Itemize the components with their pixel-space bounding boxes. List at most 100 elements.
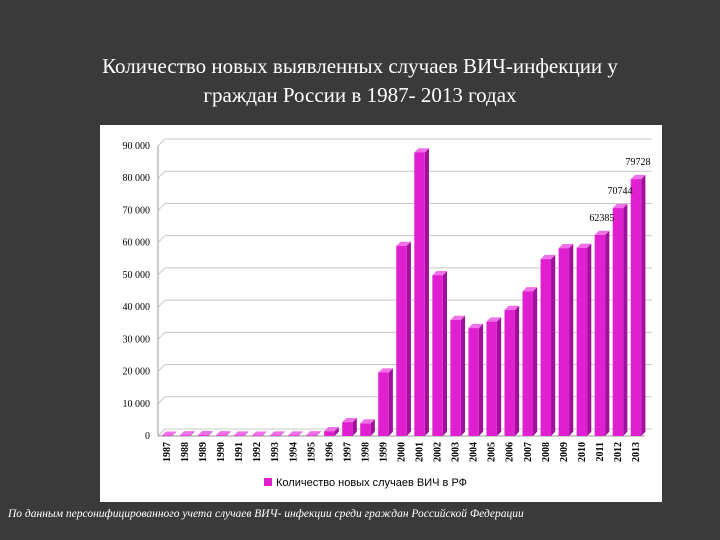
bar [432,275,443,436]
gridline-side [157,364,166,372]
x-tick-label: 1991 [234,442,245,462]
x-tick-label: 1999 [378,442,389,462]
bar [558,248,570,436]
bar-top [270,431,285,436]
y-tick-label: 0 [145,431,150,442]
bar-side [605,230,610,436]
bar-top [179,431,195,436]
bar [288,435,299,437]
gridline-side [157,396,166,405]
x-tick-label: 1994 [288,442,299,462]
bar [197,435,209,436]
bar-top [306,431,321,436]
bar [450,320,461,436]
bar-top [594,230,610,235]
bar-side [262,431,267,436]
x-tick-label: 2002 [433,442,444,462]
x-tick-label: 2013 [631,442,642,462]
bar-top [540,254,556,260]
bar [378,372,389,436]
bar [233,435,245,437]
bar [522,291,533,436]
x-tick-label: 1993 [270,442,281,462]
gridline-side [157,235,166,244]
bar [215,435,227,436]
x-tick-label: 2011 [595,442,606,461]
bar-top [558,243,574,249]
bar-top [197,430,213,436]
bar [360,423,371,436]
bar-side [478,323,484,436]
gridline-side [157,428,166,437]
bar-side [442,271,448,436]
source-footnote: По данным персонифицированного учета слу… [8,508,524,520]
x-tick-label: 2001 [415,442,426,462]
bar-top [288,431,303,436]
x-tick-label: 2012 [613,442,624,462]
y-tick-label: 70 000 [123,205,151,216]
gridline-side [157,267,166,276]
bar-side [190,431,195,436]
bar-side [623,203,628,436]
bar-top [468,323,484,329]
gridline-side [157,299,166,308]
y-tick-label: 90 000 [123,141,151,152]
bar [270,435,281,437]
bar [396,245,407,436]
bar-top [486,317,502,322]
x-tick-label: 2003 [451,442,462,462]
bar-side [424,148,429,436]
bar-side [641,174,646,436]
bar [630,179,642,436]
bar-side [532,287,538,436]
bar-top [450,315,466,320]
data-label: 79728 [625,157,650,168]
x-tick-label: 1989 [198,442,209,462]
bar-side [460,315,466,436]
x-tick-label: 1995 [306,442,317,462]
bar [576,247,588,436]
x-tick-label: 2007 [523,442,534,462]
bar-side [316,431,321,436]
bar-top [233,431,249,436]
y-tick-label: 30 000 [123,334,151,345]
x-tick-label: 2009 [559,442,570,462]
gridline-side [157,203,166,211]
bar-top [576,243,592,248]
bar-top [342,417,357,423]
bar-side [280,431,285,436]
bar [486,321,497,436]
bar-side [244,431,249,436]
x-tick-label: 1998 [360,442,371,462]
bar [324,431,335,436]
data-label: 62385 [589,213,614,224]
bar-top [161,431,177,436]
bar-top [396,241,411,246]
x-tick-label: 1996 [324,442,335,462]
x-tick-label: 1992 [252,442,263,462]
x-tick-label: 1997 [342,442,353,462]
gridline-side [157,138,166,147]
bar [342,422,353,436]
data-label: 70744 [607,186,632,197]
bar [306,435,317,436]
bar-chart: 0 10 000 20 000 30 000 40 000 50 000 60 000 70 … [123,138,652,489]
bar-top [251,431,267,436]
bar-side [496,317,502,436]
bar-top [414,148,429,153]
x-tick-label: 1990 [216,442,227,462]
bar [504,310,515,436]
legend-label: Количество новых случаев ВИЧ в РФ [276,477,467,489]
bar-side [551,254,556,436]
bar-side [514,305,520,436]
bar [161,435,173,437]
y-tick-label: 20 000 [123,367,151,378]
gridline-side [157,331,166,340]
y-tick-label: 10 000 [123,399,151,410]
bar-top [630,174,646,180]
chart-panel: 0 10 000 20 000 30 000 40 000 50 000 60 000 70 … [100,125,662,502]
x-tick-label: 2006 [505,442,516,462]
bar-side [569,243,574,436]
bar-top [360,419,375,424]
bar-side [406,241,411,436]
